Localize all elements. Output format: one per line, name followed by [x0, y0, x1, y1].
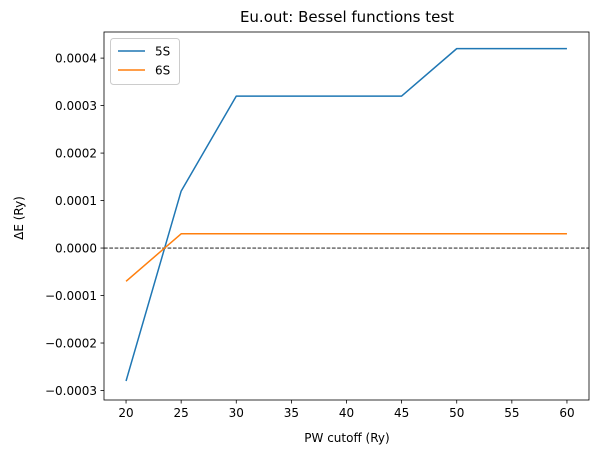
series-line-6s — [125, 233, 567, 282]
x-axis-label: PW cutoff (Ry) — [304, 431, 389, 445]
y-tick-label: 0.0003 — [55, 99, 97, 113]
legend-label-6s: 6S — [155, 63, 170, 77]
legend-box — [110, 38, 180, 85]
chart-title: Eu.out: Bessel functions test — [240, 8, 454, 26]
legend-label-5s: 5S — [155, 44, 170, 58]
x-tick-label: 35 — [284, 406, 299, 420]
y-tick-label: −0.0001 — [45, 289, 97, 303]
x-tick-label: 30 — [229, 406, 244, 420]
y-tick-label: 0.0001 — [55, 194, 97, 208]
y-tick-label: −0.0002 — [45, 336, 97, 350]
x-tick-label: 50 — [449, 406, 464, 420]
x-tick-label: 25 — [174, 406, 189, 420]
plot-frame — [103, 31, 590, 401]
x-tick-label: 45 — [394, 406, 409, 420]
y-tick-label: 0.0000 — [55, 241, 97, 255]
y-tick-label: 0.0002 — [55, 146, 97, 160]
x-tick-label: 40 — [339, 406, 354, 420]
x-tick-label: 60 — [559, 406, 574, 420]
x-tick-label: 55 — [504, 406, 519, 420]
y-tick-label: 0.0004 — [55, 51, 97, 65]
series-line-5s — [125, 47, 567, 382]
y-axis-label: ΔE (Ry) — [12, 196, 26, 240]
x-tick-label: 20 — [118, 406, 133, 420]
y-tick-label: −0.0003 — [45, 384, 97, 398]
